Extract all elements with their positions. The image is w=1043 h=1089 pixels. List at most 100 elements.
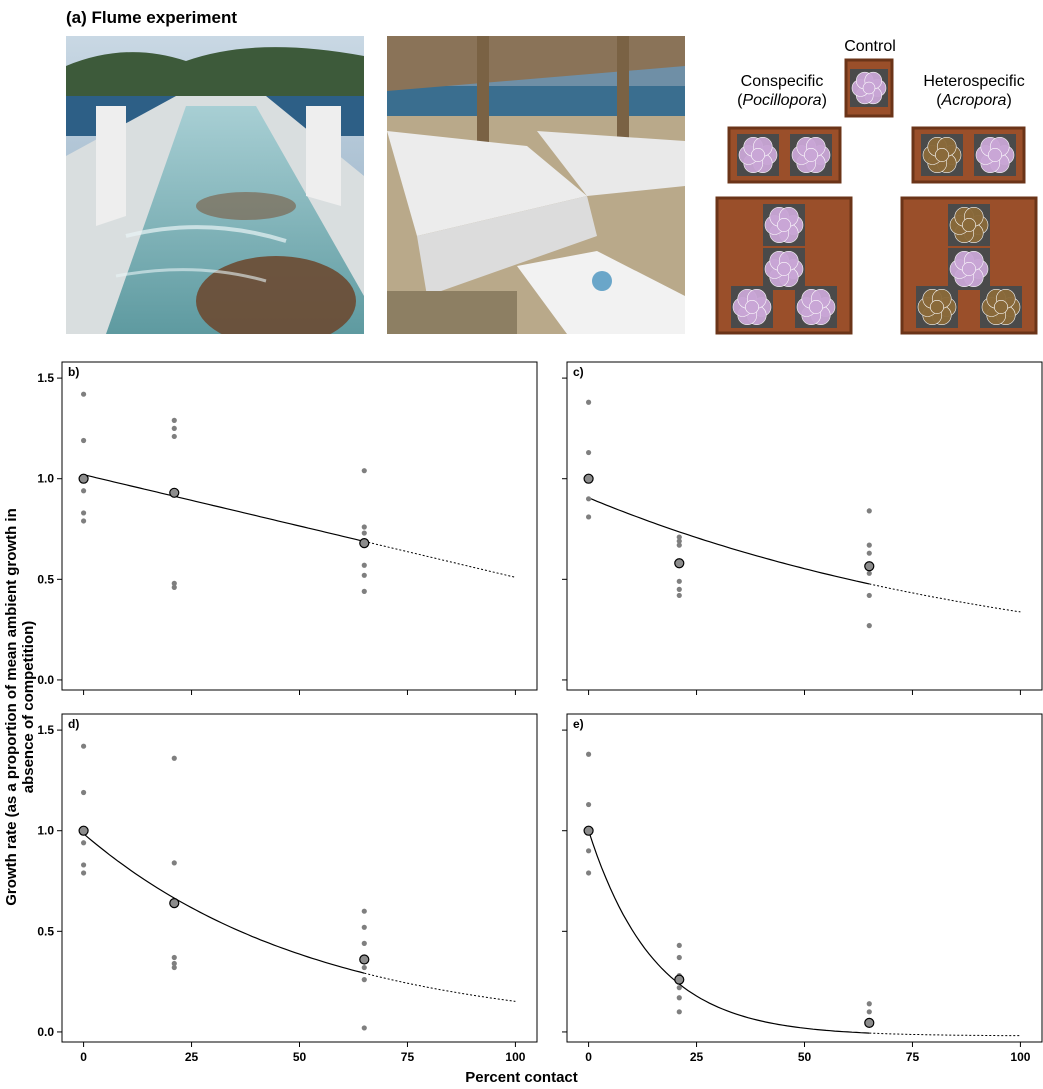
panel-d-mean-0	[78, 825, 89, 836]
coral-conspecific-a	[737, 134, 779, 176]
panel-e-fit-extrapolation	[869, 1032, 1021, 1037]
panel-c-point-4	[585, 514, 592, 520]
panel-e-point-11	[866, 1001, 872, 1007]
panel-c-fit-extrapolation	[869, 583, 1021, 613]
panel-c-mean-1	[674, 558, 685, 569]
panel-e-point-8	[676, 985, 682, 991]
panel-b-point-5	[80, 518, 87, 524]
panel-c-point-8	[676, 578, 682, 584]
panel-c-point-17	[866, 623, 872, 629]
panel-b-label: b)	[68, 365, 79, 379]
panel-d-point-12	[361, 924, 367, 930]
panel-c-point-11	[866, 508, 872, 514]
panel-d-point-4	[80, 862, 87, 868]
panel-d-point-10	[171, 964, 177, 971]
panel-b-fit-extrapolation	[364, 540, 516, 578]
panel-b-point-9	[171, 580, 177, 586]
heterospecific-genus: Acropora	[941, 92, 1007, 109]
panel-c-label: c)	[573, 365, 584, 379]
panel-e-xtick-label-0: 0	[585, 1050, 592, 1064]
panel-e-point-4	[585, 870, 592, 876]
panel-c-point-15	[866, 570, 872, 576]
panel-d-ytick-label-0: 0.0	[37, 1025, 54, 1039]
panel-d-point-9	[171, 960, 177, 967]
panel-e-label: e)	[573, 717, 584, 731]
panel-d-label: d)	[68, 717, 79, 731]
panel-e-mean-0	[583, 825, 594, 836]
panel-d-point-0	[80, 743, 87, 749]
panel-e-point-9	[676, 995, 682, 1001]
panel-e-point-0	[585, 751, 592, 757]
panel-c-mean-0	[583, 473, 594, 484]
panel-b-point-11	[361, 468, 367, 474]
panel-b-ytick-label-1: 0.5	[37, 572, 54, 586]
coral-heterospecific-left	[916, 286, 958, 328]
panel-d-mean-2	[359, 954, 370, 965]
panel-b-point-10	[171, 584, 177, 590]
panel-c: c)	[562, 361, 1043, 695]
panel-d: d) 0.0 0.5 1.0 1.5 0 25 50 75 100	[37, 713, 538, 1064]
heterospecific-label: Heterospecific (Acropora)	[923, 73, 1025, 109]
panel-e-frame	[566, 713, 1043, 1043]
treatment-diagram	[715, 58, 1038, 335]
panel-b-fit-line	[83, 474, 365, 542]
panel-b-point-15	[361, 562, 367, 568]
panel-c-point-12	[866, 542, 872, 548]
panel-d-point-17	[361, 1025, 367, 1031]
panel-d-point-6	[171, 755, 177, 761]
panel-d-point-5	[80, 870, 87, 876]
coral-conspecific-center	[763, 248, 805, 290]
panel-b-mean-2	[359, 538, 370, 549]
panel-c-point-6	[676, 538, 682, 544]
panel-d-xtick-label-4: 100	[505, 1050, 525, 1064]
panel-a-title: (a) Flume experiment	[66, 8, 237, 27]
panel-b-point-0	[80, 391, 87, 397]
panel-b-point-8	[171, 433, 177, 440]
panel-d-mean-1	[169, 898, 180, 909]
panel-d-fit-line	[83, 833, 365, 974]
panel-c-mean-2	[864, 561, 875, 572]
panel-b-point-17	[361, 588, 367, 594]
panel-b-mean-0	[78, 473, 89, 484]
control-label: Control	[844, 38, 896, 55]
coral-heterospecific-center	[948, 248, 990, 290]
panel-b-ytick-label-3: 1.5	[37, 371, 54, 385]
panel-b-point-12	[361, 524, 367, 530]
panel-d-xtick-label-1: 25	[185, 1050, 199, 1064]
coral-heterospecific-right	[980, 286, 1022, 328]
coral-conspecific-left	[731, 286, 773, 328]
panel-b-ytick-label-2: 1.0	[37, 472, 54, 486]
panel-b-point-7	[171, 425, 177, 432]
panel-d-point-11	[361, 908, 367, 914]
heterospecific-label-line1: Heterospecific	[923, 73, 1025, 90]
coral-heterospecific-a	[921, 134, 963, 176]
panel-c-point-13	[866, 550, 872, 556]
panel-b-point-16	[361, 572, 367, 578]
x-axis-label: Percent contact	[465, 1069, 578, 1086]
panel-d-point-3	[80, 840, 87, 846]
panel-d-xtick-label-0: 0	[80, 1050, 87, 1064]
panel-e-xtick-label-3: 75	[906, 1050, 920, 1064]
panel-c-point-10	[676, 592, 682, 599]
panel-b-point-3	[80, 488, 87, 494]
panel-c-point-5	[676, 534, 682, 540]
coral-conspecific-b	[790, 134, 832, 176]
panel-d-point-7	[171, 860, 177, 866]
panel-b-point-6	[171, 417, 177, 423]
panel-b-point-13	[361, 530, 367, 536]
panel-b-ytick-label-0: 0.0	[37, 673, 54, 687]
panel-d-xtick-label-2: 50	[293, 1050, 307, 1064]
coral-heterospecific-top	[948, 204, 990, 246]
panel-c-point-7	[676, 542, 682, 548]
panel-d-point-16	[361, 977, 367, 983]
panel-c-fit-line	[588, 497, 870, 585]
panel-b-point-1	[80, 437, 87, 444]
panel-e-xtick-label-1: 25	[690, 1050, 704, 1064]
panel-e: e) 0 25 50 75 100	[562, 713, 1043, 1064]
panel-e-xtick-label-4: 100	[1010, 1050, 1030, 1064]
conspecific-label-line1: Conspecific	[740, 73, 824, 90]
panel-d-point-1	[80, 789, 87, 796]
panel-d-ytick-label-2: 1.0	[37, 824, 54, 838]
panel-e-fit-line	[588, 830, 870, 1034]
